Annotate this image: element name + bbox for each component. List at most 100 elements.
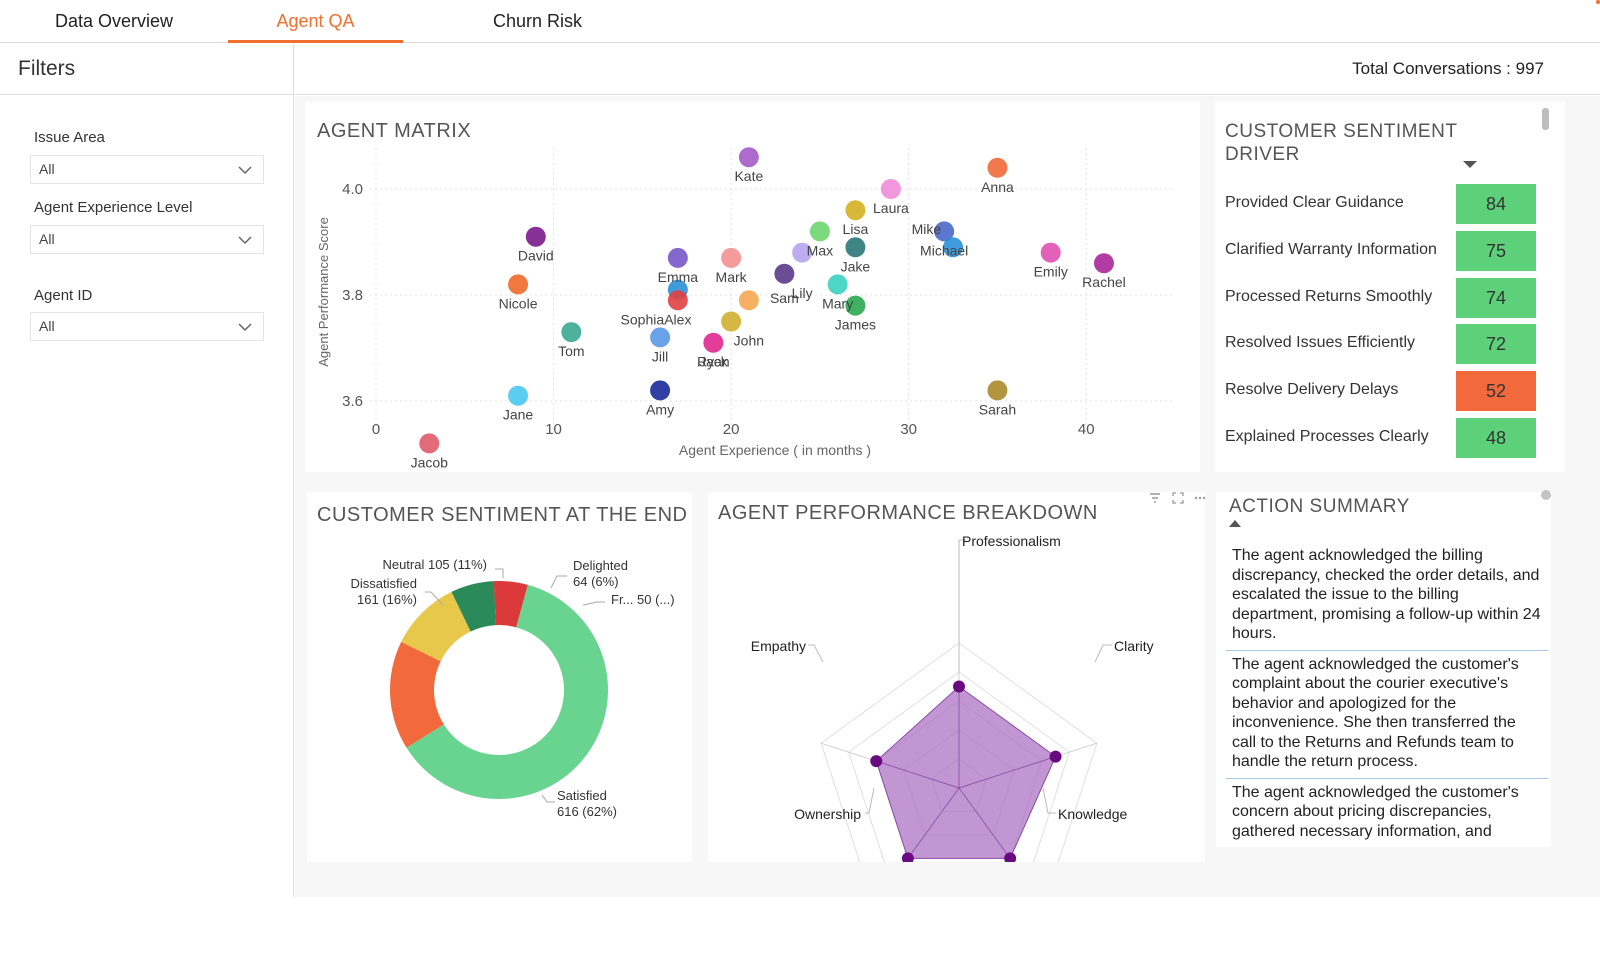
performance-card: AGENT PERFORMANCE BREAKDOWN Professional… xyxy=(708,492,1206,862)
point-label-lily: Lily xyxy=(792,285,813,301)
agent-id-value: All xyxy=(39,318,55,334)
driver-score: 75 xyxy=(1456,230,1536,271)
radar-grid-ring xyxy=(820,642,1098,862)
action-summary-item: The agent acknowledged the customer's co… xyxy=(1226,779,1548,841)
point-label-david: David xyxy=(518,248,554,264)
scatter-point-nicole xyxy=(508,274,529,295)
chevron-down-icon xyxy=(238,236,252,245)
x-axis-label: Agent Experience ( in months ) xyxy=(679,442,871,458)
point-label-mark: Mark xyxy=(716,269,748,285)
filters-sidebar: Filters Issue Area All Agent Experience … xyxy=(0,44,294,897)
donut-label-satisfied: Satisfied xyxy=(557,788,607,803)
scatter-point-jake xyxy=(845,237,866,258)
point-label-sam: Sam xyxy=(770,290,799,306)
driver-score: 84 xyxy=(1456,184,1536,224)
radar-point-professionalism xyxy=(953,680,965,693)
tab-agent-qa[interactable]: Agent QA xyxy=(228,0,403,43)
radar-point-clarity xyxy=(1049,750,1062,763)
scatter-point-mary xyxy=(827,274,848,295)
driver-row[interactable]: Explained Processes Clearly 48 xyxy=(1215,418,1565,458)
driver-label: Clarified Warranty Information xyxy=(1225,240,1437,258)
driver-row[interactable]: Clarified Warranty Information 75 xyxy=(1215,230,1565,271)
donut-leader-line xyxy=(495,568,504,578)
scatter-point-amy xyxy=(650,380,671,401)
tab-data-overview[interactable]: Data Overview xyxy=(54,11,174,31)
point-label-kate: Kate xyxy=(734,168,763,184)
performance-radar-chart: Professionalism Clarity Knowledge Ownership… xyxy=(751,533,1154,862)
main-content: AGENT MATRIX 0 10 20 30 40 3.6 3.8 4.0 Agent Exp… xyxy=(295,96,1600,897)
action-summary-scroll-handle[interactable] xyxy=(1541,490,1551,500)
issue-area-label: Issue Area xyxy=(34,129,105,146)
main-header: Total Conversations : 997 xyxy=(295,44,1600,95)
point-label-ryan: Ryan xyxy=(697,354,730,370)
point-label-jake: Jake xyxy=(841,258,871,274)
sentiment-driver-scrollbar[interactable] xyxy=(1542,108,1549,130)
point-label-sarah: Sarah xyxy=(979,401,1016,417)
donut-value-satisfied: 616 (62%) xyxy=(557,804,617,819)
sort-asc-icon[interactable] xyxy=(1229,520,1241,528)
donut-slice-delighted xyxy=(451,581,496,632)
radar-label-leader xyxy=(1042,787,1056,814)
action-summary-card: ACTION SUMMARY The agent acknowledged th… xyxy=(1216,492,1551,847)
point-label-alex: Alex xyxy=(664,311,691,327)
x-tick-label: 40 xyxy=(1078,421,1095,438)
scatter-point-rachel xyxy=(1093,253,1114,274)
point-label-james: James xyxy=(835,317,876,333)
donut-leader-line xyxy=(550,575,567,589)
point-label-sophia: Sophia xyxy=(621,311,665,327)
driver-row[interactable]: Provided Clear Guidance 84 xyxy=(1215,184,1565,224)
radar-inner-spoke xyxy=(907,787,960,859)
radar-label-leader xyxy=(1094,644,1112,663)
driver-score: 74 xyxy=(1456,277,1536,318)
donut-slice-dissatisfied xyxy=(390,641,444,748)
driver-row[interactable]: Processed Returns Smoothly 74 xyxy=(1215,277,1565,318)
donut-slice-fr xyxy=(493,581,528,628)
point-label-emily: Emily xyxy=(1034,264,1068,280)
donut-label-fr: Fr... 50 (...) xyxy=(611,592,675,607)
point-label-mary: Mary xyxy=(822,295,853,311)
tab-churn-risk[interactable]: Churn Risk xyxy=(492,11,583,31)
action-summary-list[interactable]: The agent acknowledged the billing discr… xyxy=(1226,542,1548,840)
agent-id-select[interactable]: All xyxy=(30,312,264,341)
sentiment-end-title: CUSTOMER SENTIMENT AT THE END xyxy=(317,504,688,526)
point-label-rachel: Rachel xyxy=(1082,274,1126,290)
sort-desc-icon[interactable] xyxy=(1463,161,1477,169)
scatter-point-sophia xyxy=(650,327,671,348)
issue-area-select[interactable]: All xyxy=(30,155,264,184)
scatter-point-michael xyxy=(943,237,964,258)
radar-inner-spoke xyxy=(958,756,1056,789)
radar-axis-label-knowledge: Knowledge xyxy=(1058,806,1127,822)
donut-slice-neutral xyxy=(401,591,471,662)
point-label-laura: Laura xyxy=(873,200,909,216)
donut-label-neutral: Neutral 105 (11%) xyxy=(382,557,487,572)
agent-experience-select[interactable]: All xyxy=(30,225,264,254)
point-label-john: John xyxy=(734,333,764,349)
point-label-jack: Jack xyxy=(699,354,729,370)
agent-matrix-chart: 0 10 20 30 40 3.6 3.8 4.0 Agent Experience ( in … xyxy=(316,147,1175,470)
scatter-point-emily xyxy=(1040,242,1061,263)
expand-icon[interactable] xyxy=(1172,492,1184,504)
driver-row[interactable]: Resolved Issues Efficiently 72 xyxy=(1215,324,1565,365)
scatter-point-michael xyxy=(934,221,955,242)
point-label-jane: Jane xyxy=(503,407,534,423)
scatter-point-mark xyxy=(721,247,742,268)
issue-area-value: All xyxy=(39,161,55,177)
point-label-anna: Anna xyxy=(981,179,1014,195)
action-summary-item: The agent acknowledged the customer's co… xyxy=(1226,651,1548,779)
total-conversations: Total Conversations : 997 xyxy=(1352,59,1544,78)
scatter-point-anna xyxy=(987,157,1008,178)
donut-value-dissatisfied: 161 (16%) xyxy=(357,592,417,607)
scatter-point-sarah xyxy=(987,380,1008,401)
filter-icon[interactable] xyxy=(1149,492,1161,504)
driver-score: 52 xyxy=(1456,371,1536,412)
driver-row[interactable]: Resolve Delivery Delays 52 xyxy=(1215,371,1565,412)
radar-label-leader xyxy=(865,787,875,814)
x-tick-label: 10 xyxy=(545,421,562,438)
more-options-icon[interactable] xyxy=(1194,492,1206,504)
driver-label: Explained Processes Clearly xyxy=(1225,428,1429,445)
point-label-lisa: Lisa xyxy=(843,221,869,237)
scatter-point-james xyxy=(845,295,866,316)
donut-label-dissatisfied: Dissatisfied xyxy=(351,576,417,591)
scatter-point-david xyxy=(525,226,546,247)
